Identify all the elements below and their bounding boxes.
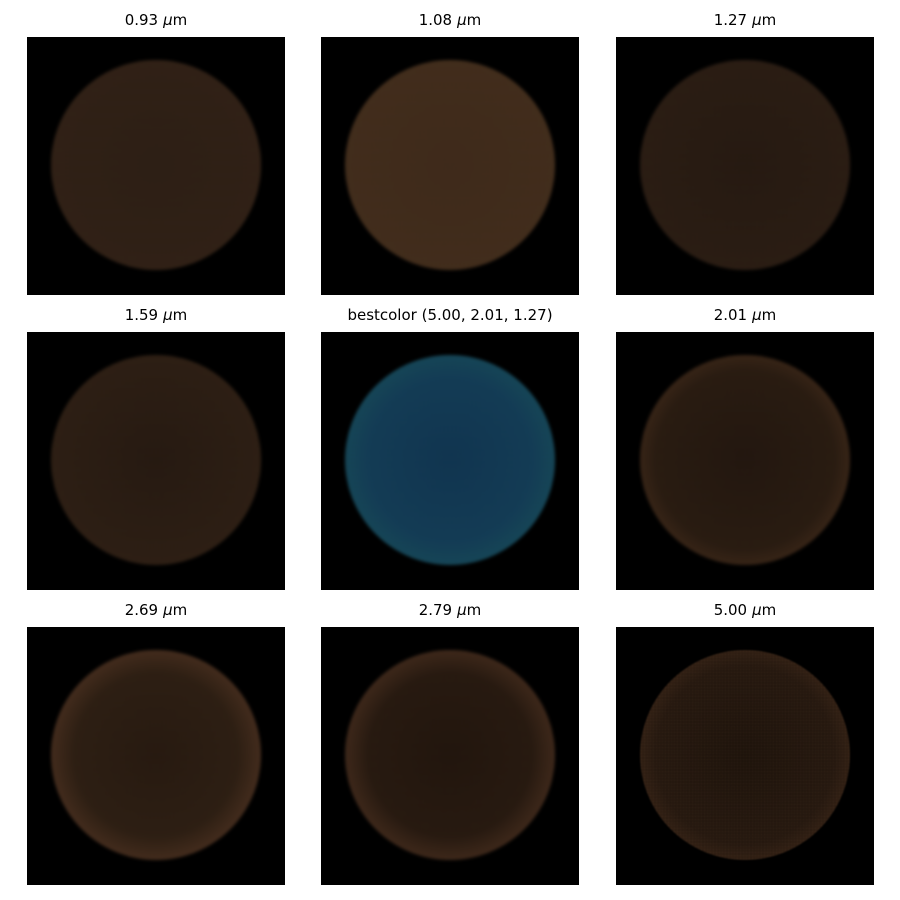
panel-title-unit: μm (752, 601, 776, 619)
planet-disk (51, 355, 261, 565)
unit-letter: m (466, 601, 482, 619)
mu-symbol: μ (163, 306, 173, 324)
mu-symbol: μ (163, 11, 173, 29)
panel-title-value: 2.79 (418, 601, 453, 619)
planet-image (616, 627, 874, 885)
planet-disk (51, 650, 261, 860)
panel-title-unit: μm (163, 11, 187, 29)
panel-title-unit: μm (457, 11, 481, 29)
planet-image (616, 37, 874, 295)
unit-letter: m (761, 11, 777, 29)
mu-symbol: μ (457, 601, 467, 619)
unit-letter: m (761, 306, 777, 324)
panel-title: 1.08 μm (321, 9, 579, 31)
mu-symbol: μ (752, 306, 762, 324)
panel-title-value: 1.27 (713, 11, 748, 29)
panel-title-unit: μm (163, 601, 187, 619)
planet-disk (345, 60, 555, 270)
panel-title-unit: μm (163, 306, 187, 324)
panel-title-value: 1.08 (418, 11, 453, 29)
planet-image (616, 332, 874, 590)
panel-title-unit: μm (752, 306, 776, 324)
panel-title-unit: μm (752, 11, 776, 29)
mu-symbol: μ (752, 601, 762, 619)
planet-disk (345, 650, 555, 860)
planet-image (27, 332, 285, 590)
panel-title-value: 2.69 (124, 601, 159, 619)
unit-letter: m (172, 11, 188, 29)
panel-title-value: 5.00 (713, 601, 748, 619)
panel-title: 1.59 μm (27, 304, 285, 326)
unit-letter: m (761, 601, 777, 619)
unit-letter: m (172, 306, 188, 324)
panel-title-unit: μm (457, 601, 481, 619)
panel-title: 0.93 μm (27, 9, 285, 31)
planet-image (321, 37, 579, 295)
panel-title: 1.27 μm (616, 9, 874, 31)
panel-title-value: 1.59 (124, 306, 159, 324)
mu-symbol: μ (163, 601, 173, 619)
panel-title: 2.01 μm (616, 304, 874, 326)
panel-title: 5.00 μm (616, 599, 874, 621)
panel-title-value: bestcolor (5.00, 2.01, 1.27) (347, 306, 553, 324)
planet-disk (640, 355, 850, 565)
planet-image (27, 37, 285, 295)
mu-symbol: μ (752, 11, 762, 29)
planet-disk (51, 60, 261, 270)
planet-disk (640, 60, 850, 270)
panel-title: 2.79 μm (321, 599, 579, 621)
planet-image (321, 332, 579, 590)
panel-title-value: 2.01 (713, 306, 748, 324)
planet-disk (640, 650, 850, 860)
planet-disk (345, 355, 555, 565)
unit-letter: m (172, 601, 188, 619)
planet-image (321, 627, 579, 885)
panel-title: 2.69 μm (27, 599, 285, 621)
unit-letter: m (466, 11, 482, 29)
panel-title: bestcolor (5.00, 2.01, 1.27) (321, 304, 579, 326)
panel-title-value: 0.93 (124, 11, 159, 29)
mu-symbol: μ (457, 11, 467, 29)
planet-image (27, 627, 285, 885)
